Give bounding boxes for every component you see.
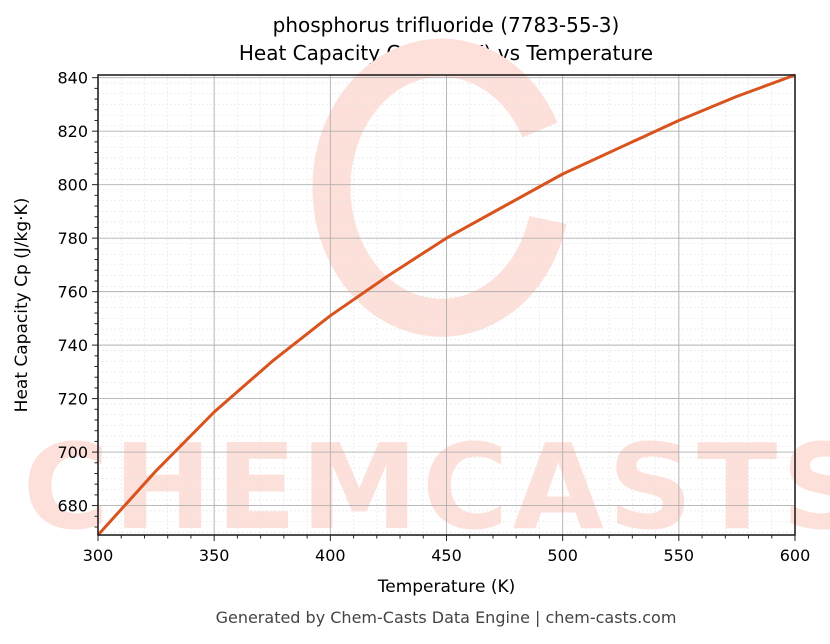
- y-tick-label: 840: [57, 69, 88, 88]
- y-tick-label: 740: [57, 336, 88, 355]
- y-tick-label: 720: [57, 390, 88, 409]
- chart-title-line1: phosphorus trifluoride (7783-55-3): [272, 13, 620, 37]
- x-tick-label: 400: [315, 546, 346, 565]
- y-tick-label: 820: [57, 122, 88, 141]
- y-axis-label: Heat Capacity Cp (J/kg·K): [12, 197, 32, 413]
- y-tick-label: 780: [57, 229, 88, 248]
- watermark-text: CHEMCASTS: [23, 418, 830, 556]
- x-tick-label: 550: [664, 546, 695, 565]
- y-tick-label: 800: [57, 176, 88, 195]
- x-tick-label: 300: [83, 546, 114, 565]
- y-tick-label: 760: [57, 283, 88, 302]
- watermark-logo-arc: [312, 38, 567, 337]
- footer-credit: Generated by Chem-Casts Data Engine | ch…: [215, 608, 677, 627]
- data-line-cp: [96, 73, 796, 537]
- x-tick-label: 600: [780, 546, 811, 565]
- x-axis-label: Temperature (K): [377, 577, 516, 597]
- x-tick-label: 350: [199, 546, 230, 565]
- x-tick-label: 500: [547, 546, 578, 565]
- x-tick-label: 450: [431, 546, 462, 565]
- y-tick-label: 680: [57, 497, 88, 516]
- y-tick-label: 700: [57, 443, 88, 462]
